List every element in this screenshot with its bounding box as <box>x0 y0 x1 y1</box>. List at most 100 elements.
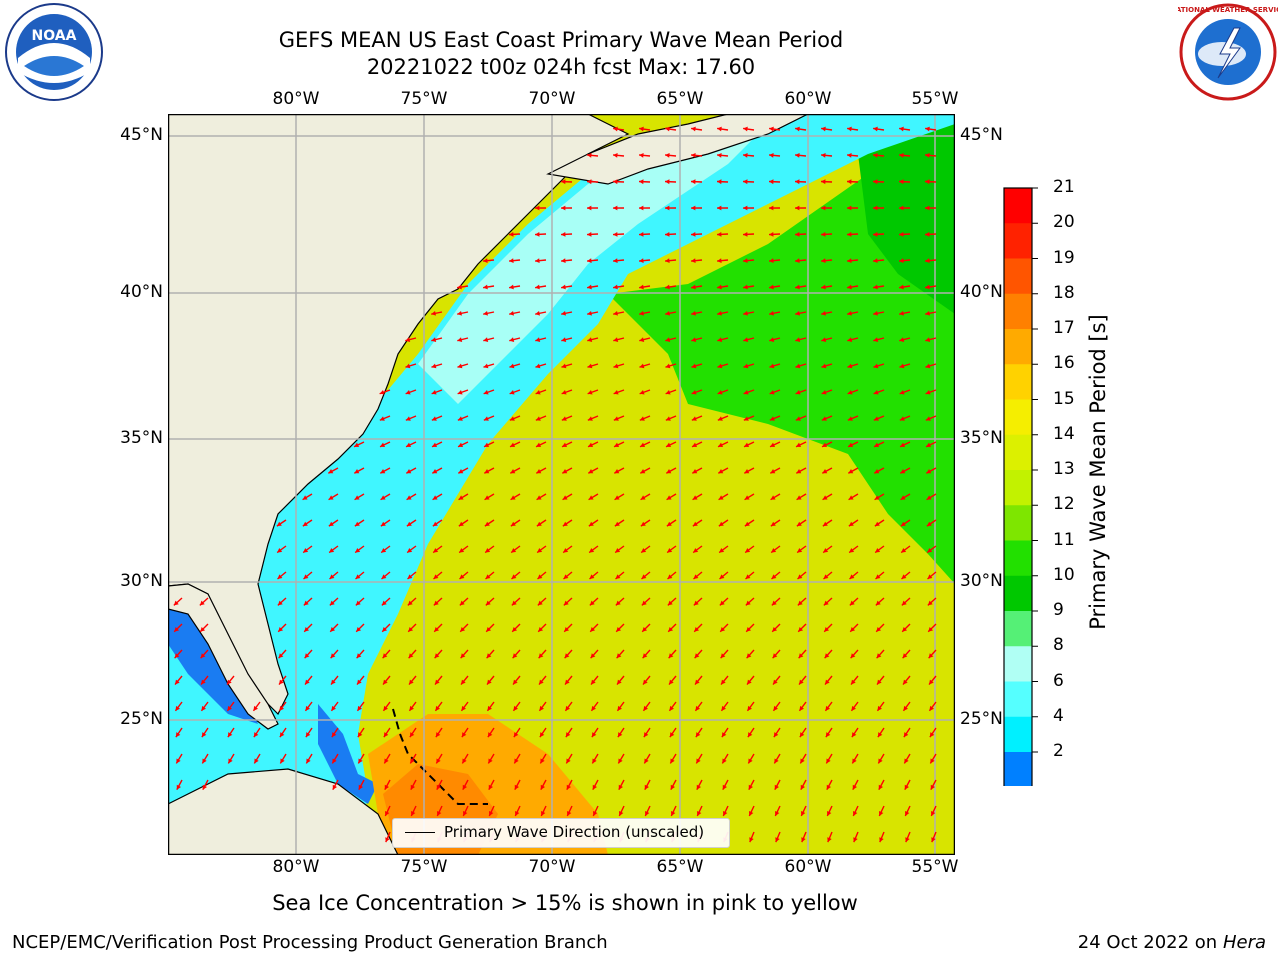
wave-arrow-head <box>615 600 621 606</box>
wave-arrow-head <box>926 469 932 474</box>
wave-arrow-head <box>409 679 414 685</box>
wave-arrow-head <box>799 705 804 711</box>
lat-label-right: 40°N <box>960 282 1003 302</box>
wave-arrow-head <box>668 626 674 632</box>
wave-arrow-head <box>486 626 492 632</box>
wave-arrow-head <box>665 179 670 185</box>
wave-arrow-head <box>227 732 233 738</box>
wave-arrow-head <box>879 837 884 843</box>
wave-arrow-head <box>847 363 853 369</box>
wave-arrow-head <box>564 653 570 659</box>
wave-arrow-head <box>800 758 805 764</box>
wave-arrow-head <box>561 258 566 264</box>
wave-arrow-head <box>358 784 364 790</box>
wave-arrow-head <box>639 152 644 158</box>
wave-arrow-head <box>746 653 752 659</box>
wave-arrow-head <box>827 837 832 843</box>
footer-date: 24 Oct 2022 on Hera <box>1078 932 1266 953</box>
wave-arrow-head <box>483 389 489 395</box>
wave-arrow-head <box>851 732 857 738</box>
wave-arrow-head <box>561 231 566 237</box>
wave-arrow-head <box>769 310 774 316</box>
wave-arrow-head <box>175 679 180 685</box>
wave-arrow-head <box>535 389 541 395</box>
wave-arrow-head <box>540 784 546 790</box>
wave-arrow-head <box>488 784 494 790</box>
wave-arrow-head <box>900 495 906 500</box>
wave-arrow-head <box>899 258 904 264</box>
wave-arrow-head <box>457 363 463 369</box>
wave-arrow-head <box>747 705 752 711</box>
wave-arrow-head <box>775 810 780 816</box>
noaa-logo: NOAA <box>5 3 103 101</box>
wave-arrow-head <box>227 705 232 711</box>
wave-arrow-head <box>463 810 468 816</box>
wave-arrow-head <box>619 810 624 816</box>
wave-arrow-head <box>823 600 829 606</box>
wave-arrow-head <box>718 495 724 500</box>
wave-arrow-head <box>406 469 412 474</box>
wave-arrow-head <box>642 626 648 632</box>
wave-arrow-head <box>483 258 488 264</box>
wave-arrow-head <box>665 337 671 342</box>
wave-arrow-head <box>795 152 800 158</box>
wave-arrow-head <box>743 389 749 395</box>
wave-arrow-head <box>925 284 930 290</box>
wave-arrow-head <box>614 469 620 474</box>
wave-arrow-head <box>536 442 542 448</box>
wave-arrow-head <box>176 784 182 790</box>
wave-arrow-head <box>457 284 462 290</box>
wave-arrow-head <box>873 205 878 211</box>
wave-arrow-head <box>279 732 285 738</box>
wave-arrow-head <box>743 258 748 264</box>
footer-host: Hera <box>1222 932 1266 953</box>
wave-arrow-head <box>354 495 360 500</box>
wave-arrow-head <box>561 310 566 316</box>
wave-arrow-head <box>821 337 827 342</box>
wave-arrow-head <box>821 363 827 369</box>
wave-arrow-head <box>331 679 336 685</box>
wave-arrow-head <box>535 363 541 369</box>
wave-arrow-head <box>435 679 440 685</box>
wave-arrow-head <box>354 442 360 448</box>
wave-arrow-head <box>775 837 780 843</box>
wave-arrow-head <box>691 205 696 211</box>
wave-arrow-head <box>644 784 650 790</box>
lat-label-right: 30°N <box>960 571 1003 591</box>
wave-arrow-head <box>617 679 622 685</box>
wave-arrow-head <box>431 363 437 369</box>
colorbar-segment <box>1004 223 1032 259</box>
wave-arrow-head <box>873 337 879 342</box>
wave-arrow-head <box>717 363 723 369</box>
wave-arrow-head <box>925 363 931 369</box>
wave-arrow-head <box>200 653 206 659</box>
wave-arrow-head <box>929 732 935 738</box>
footer-date-text: 24 Oct 2022 on <box>1077 932 1218 953</box>
wave-arrow-head <box>562 469 568 474</box>
wave-arrow-head <box>821 231 826 237</box>
wave-arrow-head <box>459 600 465 606</box>
wave-arrow-head <box>876 653 882 659</box>
wave-arrow-head <box>929 705 934 711</box>
wave-arrow-head <box>405 337 411 342</box>
wave-arrow-head <box>899 310 904 316</box>
colorbar-tick-label: 16 <box>1053 353 1075 374</box>
wave-arrow-head <box>354 521 360 527</box>
wave-arrow-head <box>176 758 181 764</box>
wave-arrow-head <box>483 284 488 290</box>
wave-arrow-head <box>899 126 904 132</box>
wave-arrow-head <box>457 337 463 342</box>
wave-arrow-head <box>692 442 698 448</box>
wave-arrow-head <box>821 179 826 185</box>
wave-arrow-head <box>587 337 593 342</box>
wave-arrow-head <box>587 310 592 316</box>
wave-arrow-head <box>691 284 696 290</box>
wave-arrow-head <box>900 521 906 527</box>
wave-arrow-head <box>770 521 776 527</box>
wave-arrow-head <box>639 363 645 369</box>
wave-arrow-head <box>877 705 882 711</box>
wave-arrow-head <box>877 732 883 738</box>
wave-arrow-head <box>744 521 750 527</box>
wave-arrow-head <box>824 626 830 632</box>
wave-arrow-head <box>538 626 544 632</box>
